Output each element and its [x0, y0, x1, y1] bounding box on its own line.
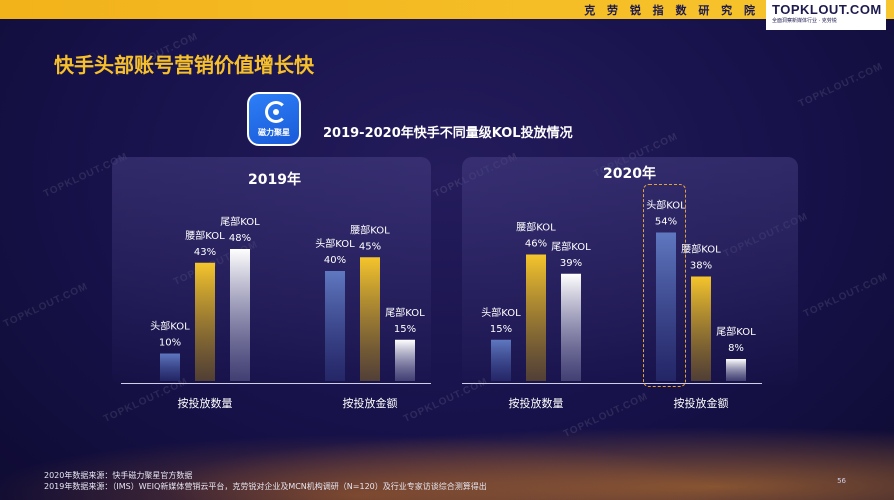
bar-tail-0-0 [230, 249, 250, 381]
highlight-head-kol-2020 [643, 184, 686, 387]
series-label-tail-1-1: 尾部KOL [716, 325, 756, 338]
page-number: 56 [837, 477, 846, 485]
bar-head-0-0 [160, 353, 180, 381]
axis-baseline-2019 [121, 383, 431, 384]
decorative-waves [0, 410, 894, 500]
brand-logo: TOPKLOUT.COM 全面洞察新媒体行业 · 克劳锐 [766, 0, 886, 30]
data-label-head-1-0: 15% [490, 324, 512, 335]
series-label-waist-1-1: 腰部KOL [681, 243, 721, 256]
page-title: 快手头部账号营销价值增长快 [54, 53, 314, 77]
footnote-2019-source: 2019年数据来源：（IMS）WEIQ新媒体营销云平台，克劳锐对企业及MCN机构… [44, 482, 487, 491]
brand-name: TOPKLOUT.COM [772, 2, 882, 17]
bar-waist-0-1 [360, 257, 380, 381]
bar-waist-0-0 [195, 262, 215, 381]
chart-title: 2019-2020年快手不同量级KOL投放情况 [323, 126, 573, 141]
category-label-1-0: 按投放数量 [509, 396, 564, 410]
top-bar: 克 劳 锐 指 数 研 究 院 [0, 0, 894, 19]
data-label-head-0-0: 10% [159, 338, 181, 349]
series-label-head-0-1: 头部KOL [315, 237, 355, 250]
data-label-waist-0-0: 43% [194, 247, 216, 258]
year-label-2020: 2020年 [603, 166, 656, 182]
bar-head-1-1 [656, 232, 676, 381]
series-label-waist-0-1: 腰部KOL [350, 223, 390, 236]
axis-baseline-2020 [462, 383, 762, 384]
bar-tail-1-0 [561, 273, 581, 381]
category-label-0-0: 按投放数量 [178, 396, 233, 410]
series-label-waist-0-0: 腰部KOL [185, 229, 225, 242]
category-label-0-1: 按投放金额 [343, 396, 398, 410]
data-label-waist-1-1: 38% [690, 261, 712, 272]
research-institute-name: 克 劳 锐 指 数 研 究 院 [584, 4, 759, 17]
data-label-waist-0-1: 45% [359, 241, 381, 252]
year-label-2019: 2019年 [248, 172, 301, 188]
bar-head-1-0 [491, 339, 511, 381]
data-label-tail-1-1: 8% [728, 343, 744, 354]
series-label-head-0-0: 头部KOL [150, 320, 190, 333]
bar-head-0-1 [325, 271, 345, 381]
bar-waist-1-1 [691, 276, 711, 381]
bar-tail-0-1 [395, 339, 415, 381]
series-label-tail-0-1: 尾部KOL [385, 306, 425, 319]
series-label-tail-0-0: 尾部KOL [220, 215, 260, 228]
series-label-head-1-0: 头部KOL [481, 306, 521, 319]
series-label-head-1-1: 头部KOL [646, 199, 686, 212]
data-label-tail-1-0: 39% [560, 258, 582, 269]
series-label-tail-1-0: 尾部KOL [551, 240, 591, 253]
data-label-head-0-1: 40% [324, 255, 346, 266]
panel-2020 [462, 157, 798, 385]
cili-juxing-logo: 磁力聚星 [247, 92, 301, 146]
brand-subtitle: 全面洞察新媒体行业 · 克劳锐 [772, 18, 837, 24]
bar-waist-1-0 [526, 254, 546, 381]
category-label-1-1: 按投放金额 [674, 396, 729, 410]
series-label-waist-1-0: 腰部KOL [516, 221, 556, 234]
logo-dot-icon [273, 109, 279, 115]
data-label-waist-1-0: 46% [525, 239, 547, 250]
logo-ring-icon [265, 101, 287, 123]
data-label-head-1-1: 54% [655, 217, 677, 228]
footnote-2020-source: 2020年数据来源：快手磁力聚星官方数据 [44, 471, 193, 480]
logo-text: 磁力聚星 [258, 128, 290, 137]
data-label-tail-0-1: 15% [394, 324, 416, 335]
bar-tail-1-1 [726, 359, 746, 381]
data-label-tail-0-0: 48% [229, 233, 251, 244]
